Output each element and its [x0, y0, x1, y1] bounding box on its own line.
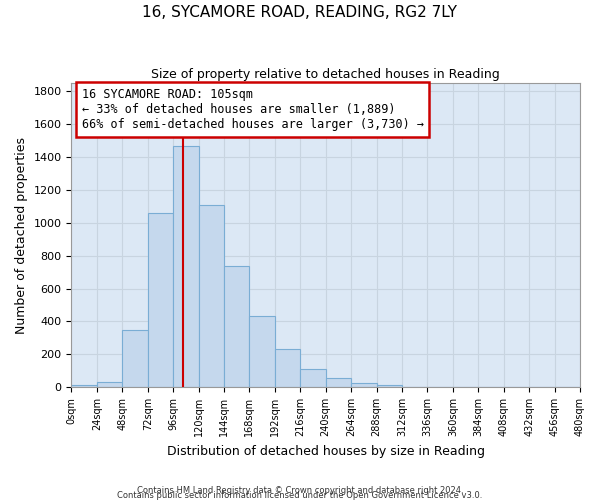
Bar	[250, 316, 275, 387]
Bar	[326, 378, 351, 387]
Text: 16 SYCAMORE ROAD: 105sqm
← 33% of detached houses are smaller (1,889)
66% of sem: 16 SYCAMORE ROAD: 105sqm ← 33% of detach…	[82, 88, 424, 130]
Bar	[377, 384, 402, 387]
Bar	[122, 330, 148, 387]
Bar	[351, 383, 377, 387]
X-axis label: Distribution of detached houses by size in Reading: Distribution of detached houses by size …	[167, 444, 485, 458]
Bar	[199, 204, 224, 387]
Bar	[173, 146, 199, 387]
Bar	[224, 266, 250, 387]
Text: 16, SYCAMORE ROAD, READING, RG2 7LY: 16, SYCAMORE ROAD, READING, RG2 7LY	[143, 5, 458, 20]
Title: Size of property relative to detached houses in Reading: Size of property relative to detached ho…	[151, 68, 500, 80]
Bar	[275, 350, 300, 387]
Bar	[148, 213, 173, 387]
Bar	[71, 384, 97, 387]
Text: Contains HM Land Registry data © Crown copyright and database right 2024.: Contains HM Land Registry data © Crown c…	[137, 486, 463, 495]
Text: Contains public sector information licensed under the Open Government Licence v3: Contains public sector information licen…	[118, 491, 482, 500]
Bar	[97, 382, 122, 387]
Y-axis label: Number of detached properties: Number of detached properties	[15, 136, 28, 334]
Bar	[300, 369, 326, 387]
